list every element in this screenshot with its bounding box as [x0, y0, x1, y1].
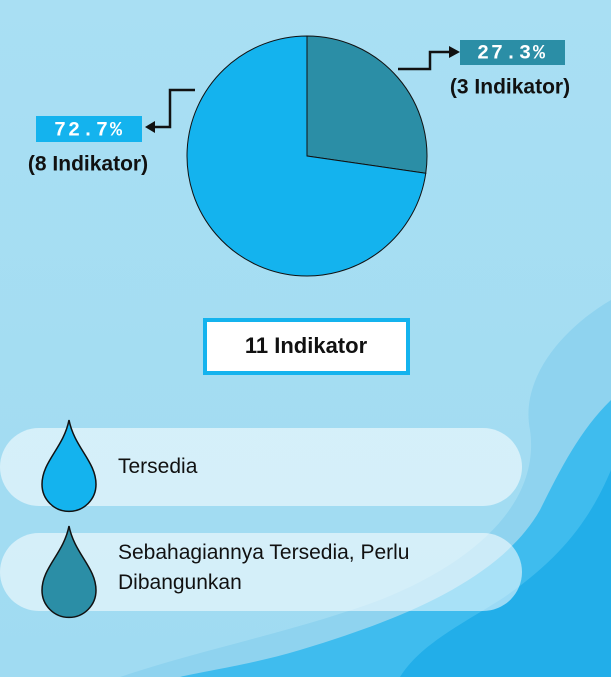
legend-label: Tersedia — [118, 452, 458, 482]
total-label: 11 Indikator — [245, 333, 368, 358]
value-label: 72.7% — [54, 119, 124, 142]
annotation: (8 Indikator) — [28, 153, 148, 176]
legend-label: Sebahagiannya Tersedia, Perlu Dibangunka… — [118, 538, 458, 598]
annotation: (3 Indikator) — [450, 76, 570, 99]
infographic: 72.7% 27.3% (8 Indikator) (3 Indikator) … — [0, 0, 611, 677]
value-label: 27.3% — [477, 42, 547, 65]
